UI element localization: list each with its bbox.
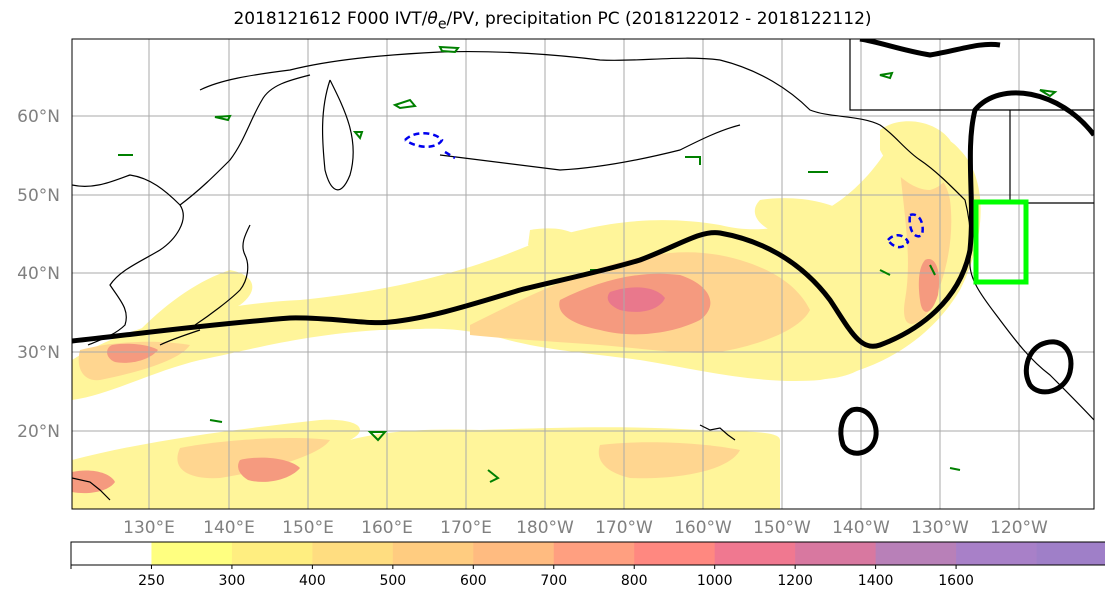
lon-label-140w: 140°W	[832, 518, 890, 538]
lon-label-180w: 180°W	[516, 518, 574, 538]
dashed-contours	[404, 132, 924, 249]
map-frame	[71, 38, 1095, 510]
colorbar-segment	[875, 542, 957, 565]
colorbar-segment	[795, 542, 877, 565]
colorbar-segment	[312, 542, 394, 565]
lat-label-40: 40°N	[17, 264, 60, 284]
region-box	[973, 199, 1029, 285]
lon-label-150e: 150°E	[282, 518, 334, 538]
lon-label-160e: 160°E	[361, 518, 413, 538]
lat-label-50: 50°N	[17, 186, 60, 206]
colorbar-tick-label: 800	[621, 573, 648, 589]
map-title: 2018121612 F000 IVT/θe/PV, precipitation…	[233, 9, 872, 33]
lon-label-150w: 150°W	[753, 518, 811, 538]
colorbar-ticks: 250 300 400 500 600 700 800 1000 1200 1400 1600	[70, 565, 974, 589]
colorbar-tick-label: 1000	[697, 573, 733, 589]
lat-label-30: 30°N	[17, 343, 60, 363]
colorbar-segment	[634, 542, 716, 565]
colorbar-outline	[70, 541, 1105, 566]
colorbar-tick-label: 500	[379, 573, 406, 589]
colorbar-segment	[714, 542, 796, 565]
latitude-labels: 60°N 50°N 40°N 30°N 20°N	[17, 107, 60, 442]
lon-label-170w: 170°W	[595, 518, 653, 538]
lon-label-170e: 170°E	[440, 518, 492, 538]
colorbar-tick-label: 400	[299, 573, 326, 589]
colorbar-segment	[473, 542, 555, 565]
colorbar-segment	[956, 542, 1038, 565]
colorbar-tick-label: 250	[138, 573, 165, 589]
colorbar	[70, 541, 1105, 566]
lon-label-130e: 130°E	[123, 518, 175, 538]
ivt-shading	[72, 121, 981, 509]
pv-contours	[72, 39, 1094, 456]
colorbar-segment	[1036, 542, 1105, 565]
colorbar-segment	[231, 542, 313, 565]
colorbar-segment	[553, 542, 635, 565]
lon-label-130w: 130°W	[911, 518, 969, 538]
lon-label-140e: 140°E	[203, 518, 255, 538]
colorbar-tick-label: 700	[540, 573, 567, 589]
lon-label-120w: 120°W	[990, 518, 1048, 538]
lon-label-160w: 160°W	[674, 518, 732, 538]
colorbar-segment	[392, 542, 474, 565]
colorbar-tick-label: 600	[460, 573, 487, 589]
colorbar-tick-label: 1200	[777, 573, 813, 589]
lat-label-20: 20°N	[17, 422, 60, 442]
longitude-labels: 130°E 140°E 150°E 160°E 170°E 180°W 170°…	[123, 518, 1048, 538]
colorbar-tick-label: 300	[219, 573, 246, 589]
lat-label-60: 60°N	[17, 107, 60, 127]
colorbar-segment	[71, 542, 152, 565]
coastlines	[72, 39, 1094, 501]
colorbar-tick-label: 1600	[938, 573, 974, 589]
colorbar-tick-label: 1400	[858, 573, 894, 589]
colorbar-segment	[151, 542, 233, 565]
